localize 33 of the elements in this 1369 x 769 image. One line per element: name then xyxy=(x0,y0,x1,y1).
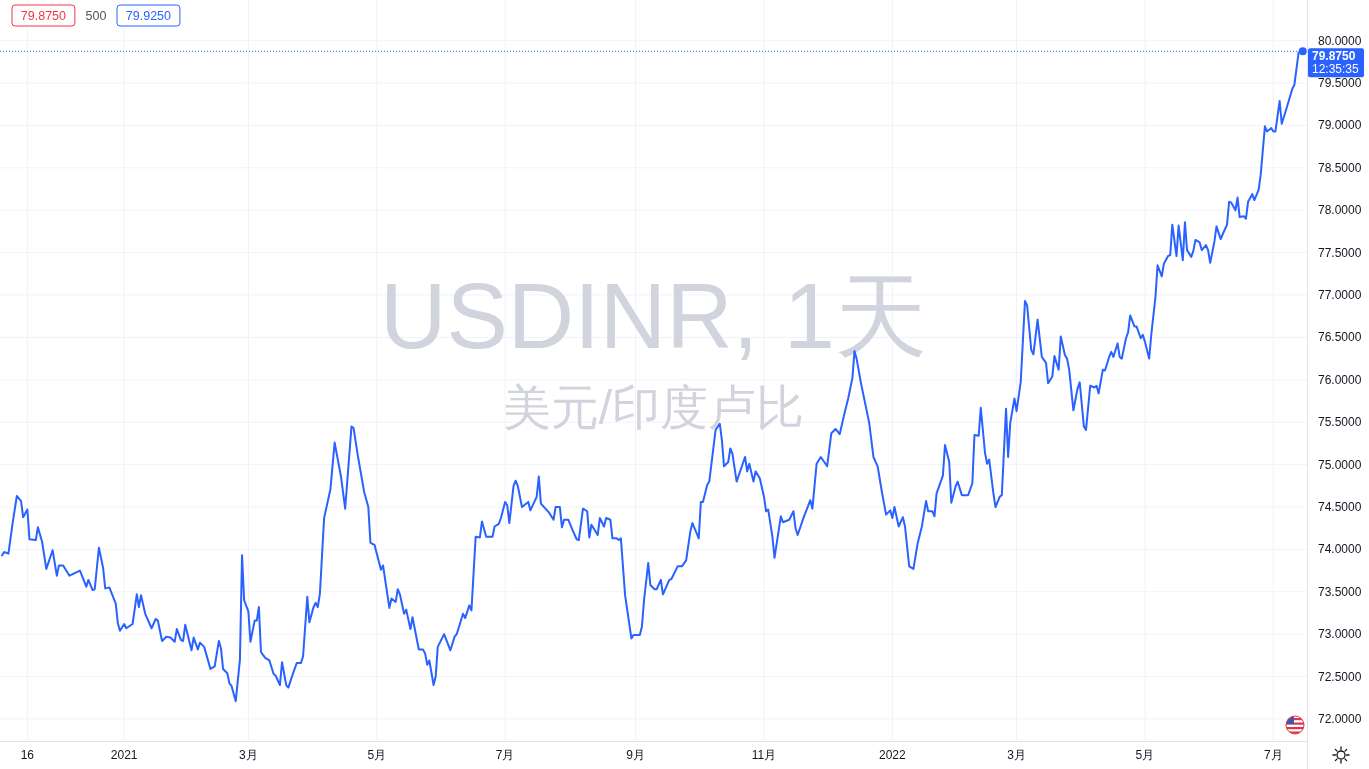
x-tick-label: 3月 xyxy=(239,748,258,762)
y-tick-label: 75.5000 xyxy=(1318,415,1362,430)
x-tick-label: 16 xyxy=(20,748,35,762)
y-tick-label: 80.0000 xyxy=(1318,33,1362,48)
annotation: 79.8750 xyxy=(20,8,67,23)
ref-line-label: 79.8750 xyxy=(1312,48,1356,63)
x-tick-label: 5月 xyxy=(367,748,387,762)
y-tick-label: 77.5000 xyxy=(1318,245,1362,260)
y-tick-label: 73.0000 xyxy=(1318,627,1362,642)
y-tick-label: 79.0000 xyxy=(1318,118,1362,133)
y-tick-label: 73.5000 xyxy=(1318,584,1362,599)
y-tick-label: 78.0000 xyxy=(1318,203,1362,218)
y-tick-label: 78.5000 xyxy=(1318,160,1362,175)
annotation: 79.9250 xyxy=(125,8,172,23)
x-tick-label: 5月 xyxy=(1135,748,1155,762)
x-tick-label: 7月 xyxy=(495,748,515,762)
x-tick-label: 3月 xyxy=(1007,748,1026,762)
text: 12:35:35 xyxy=(1312,61,1360,76)
x-tick-label: 2021 xyxy=(110,748,138,762)
x-tick-label: 2022 xyxy=(879,748,907,762)
y-tick-label: 76.0000 xyxy=(1318,372,1362,387)
y-tick-label: 76.5000 xyxy=(1318,330,1362,345)
y-tick-label: 77.0000 xyxy=(1318,288,1362,303)
x-tick-label: 7月 xyxy=(1263,748,1283,762)
annotation: 500 xyxy=(85,8,107,23)
y-tick-label: 74.5000 xyxy=(1318,500,1362,514)
x-tick-label: 9月 xyxy=(626,748,645,762)
y-tick-label: 72.5000 xyxy=(1318,669,1362,684)
y-tick-label: 75.0000 xyxy=(1318,457,1362,472)
x-tick-label: 11月 xyxy=(751,748,777,762)
y-tick-label: 79.5000 xyxy=(1318,76,1362,91)
y-tick-label: 72.0000 xyxy=(1318,711,1362,726)
y-tick-label: 74.0000 xyxy=(1318,542,1362,557)
